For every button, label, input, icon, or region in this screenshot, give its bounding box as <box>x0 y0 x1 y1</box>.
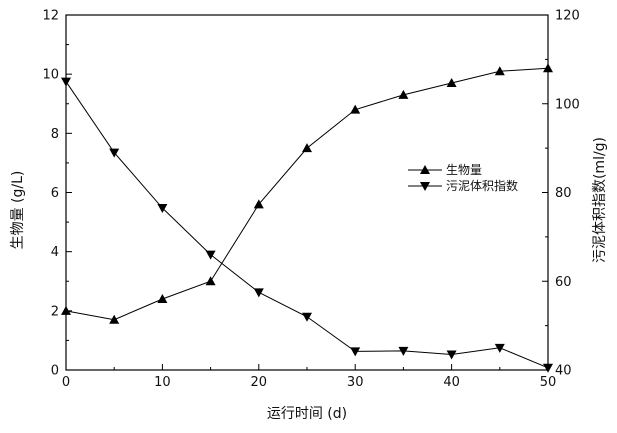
left-y-tick-label: 10 <box>42 68 59 83</box>
biomass-point <box>157 294 167 303</box>
biomass-point <box>543 63 553 72</box>
x-tick-label: 10 <box>154 375 171 390</box>
svi-point <box>447 350 457 359</box>
right-y-tick-label: 60 <box>555 275 572 290</box>
series-line-1 <box>66 82 548 368</box>
left-y-tick-label: 8 <box>51 127 59 142</box>
biomass-point <box>302 143 312 152</box>
svi-point <box>61 78 71 87</box>
right-y-tick-label: 40 <box>555 364 572 379</box>
legend-label-svi: 污泥体积指数 <box>446 178 518 193</box>
biomass-point <box>206 276 216 285</box>
left-y-tick-label: 4 <box>51 245 59 260</box>
svi-point <box>206 251 216 260</box>
svi-point <box>543 364 553 373</box>
series-line-0 <box>66 68 548 319</box>
x-axis-ticks: 0 10 20 30 40 50 <box>62 364 556 390</box>
left-y-axis-title: 生物量 (g/L) <box>10 171 26 250</box>
left-y-tick-label: 0 <box>51 364 59 379</box>
left-y-tick-label: 12 <box>42 9 59 24</box>
svi-point <box>302 313 312 322</box>
left-y-tick-label: 2 <box>51 304 59 319</box>
x-tick-label: 30 <box>347 375 364 390</box>
right-y-axis-title: 污泥体积指数(ml/g) <box>592 137 608 263</box>
left-y-axis-ticks: 0 2 4 6 8 10 12 <box>42 9 72 379</box>
svi-point <box>254 288 264 297</box>
x-tick-label: 40 <box>443 375 460 390</box>
biomass-point <box>350 105 360 114</box>
x-tick-label: 20 <box>251 375 268 390</box>
x-tick-label: 0 <box>62 375 70 390</box>
x-tick-label: 50 <box>540 375 557 390</box>
legend-label-biomass: 生物量 <box>446 163 482 177</box>
right-y-tick-label: 100 <box>555 97 580 112</box>
right-y-tick-label: 120 <box>555 9 580 24</box>
svi-point <box>350 347 360 356</box>
x-axis-title: 运行时间 (d) <box>267 406 347 422</box>
left-y-tick-label: 6 <box>51 186 59 201</box>
legend: 生物量 污泥体积指数 <box>408 163 518 193</box>
series-layer <box>61 63 553 373</box>
right-y-tick-label: 80 <box>555 186 572 201</box>
